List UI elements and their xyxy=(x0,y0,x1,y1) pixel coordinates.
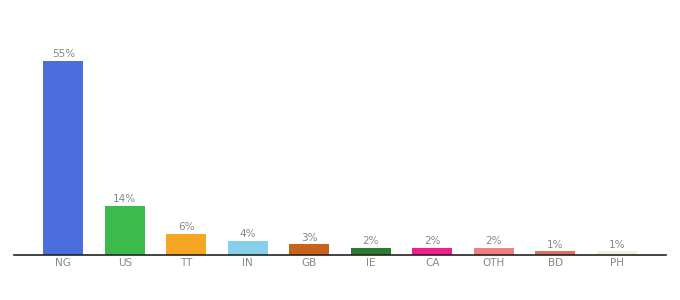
Text: 2%: 2% xyxy=(424,236,441,246)
Bar xyxy=(351,248,391,255)
Bar xyxy=(44,61,83,255)
Bar xyxy=(412,248,452,255)
Text: 1%: 1% xyxy=(547,240,564,250)
Bar xyxy=(474,248,513,255)
Text: 55%: 55% xyxy=(52,49,75,59)
Text: 6%: 6% xyxy=(178,222,194,232)
Bar xyxy=(105,206,145,255)
Text: 3%: 3% xyxy=(301,232,318,243)
Text: 2%: 2% xyxy=(362,236,379,246)
Text: 1%: 1% xyxy=(609,240,625,250)
Bar xyxy=(535,251,575,255)
Bar xyxy=(289,244,329,255)
Bar xyxy=(597,251,636,255)
Bar xyxy=(167,234,206,255)
Bar xyxy=(228,241,268,255)
Text: 4%: 4% xyxy=(239,229,256,239)
Text: 2%: 2% xyxy=(486,236,502,246)
Text: 14%: 14% xyxy=(113,194,136,204)
